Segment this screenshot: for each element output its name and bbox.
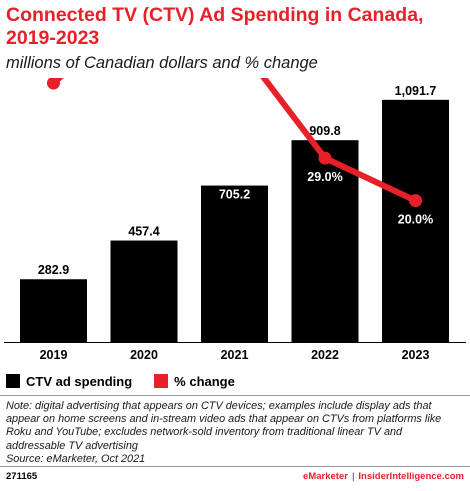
brand-insider-intelligence: InsiderIntelligence.com — [358, 471, 464, 482]
line-point-2023 — [409, 194, 422, 208]
x-tick-label-2020: 2020 — [130, 348, 158, 362]
legend-swatch-line — [154, 374, 169, 388]
legend-label-line: % change — [174, 373, 235, 389]
legend-swatch-bar — [6, 374, 20, 388]
x-tick-label-2023: 2023 — [402, 348, 430, 362]
brand-emarketer: eMarketer — [303, 471, 348, 482]
bar-2023 — [382, 99, 449, 342]
legend-item-line: % change — [154, 374, 235, 389]
line-series-pct-change — [50, 78, 419, 204]
x-tick-label-2022: 2022 — [311, 348, 339, 362]
footer: 271165 eMarketer | InsiderIntelligence.com — [6, 471, 464, 482]
note-block: Note: digital advertising that appears o… — [6, 400, 464, 466]
chart-id: 271165 — [6, 471, 38, 482]
line-point-2022 — [318, 151, 332, 165]
footer-brand: eMarketer | InsiderIntelligence.com — [303, 471, 464, 482]
x-tick-label-2019: 2019 — [40, 348, 68, 362]
line-point-2019 — [47, 78, 60, 90]
bar-value-label-2022: 909.8 — [309, 124, 340, 138]
x-axis: 2019 2020 2021 2022 2023 — [4, 342, 466, 362]
chart-subtitle: millions of Canadian dollars and % chang… — [6, 54, 318, 72]
x-tick-label-2021: 2021 — [221, 348, 249, 362]
bar-value-label-2020: 457.4 — [128, 225, 159, 239]
line-value-label-2023: 20.0% — [398, 213, 433, 227]
labels-layer: 282.9457.4705.2909.81,091.744.9%61.7%54.… — [38, 84, 437, 277]
bars-layer — [20, 99, 449, 342]
source-text: Source: eMarketer, Oct 2021 — [6, 452, 146, 465]
bar-2019 — [20, 279, 87, 342]
line-layer — [47, 78, 422, 208]
legend-label-bar: CTV ad spending — [26, 373, 133, 389]
legend-item-bar: CTV ad spending — [6, 374, 132, 389]
chart-plot: 282.9457.4705.2909.81,091.744.9%61.7%54.… — [4, 78, 466, 362]
bar-2020 — [110, 240, 178, 342]
divider-top — [0, 395, 470, 396]
chart-title: Connected TV (CTV) Ad Spending in Canada… — [6, 4, 424, 49]
divider-bottom — [0, 466, 470, 467]
line-value-label-2022: 29.0% — [307, 170, 342, 184]
legend: CTV ad spending % change — [6, 371, 257, 391]
bar-value-label-2019: 282.9 — [38, 263, 69, 277]
bar-value-label-2021: 705.2 — [219, 188, 250, 202]
brand-separator: | — [351, 471, 355, 482]
bar-2021 — [201, 185, 268, 342]
note-text: Note: digital advertising that appears o… — [6, 400, 442, 452]
bar-value-label-2023: 1,091.7 — [395, 84, 437, 98]
bar-2022 — [291, 140, 359, 342]
